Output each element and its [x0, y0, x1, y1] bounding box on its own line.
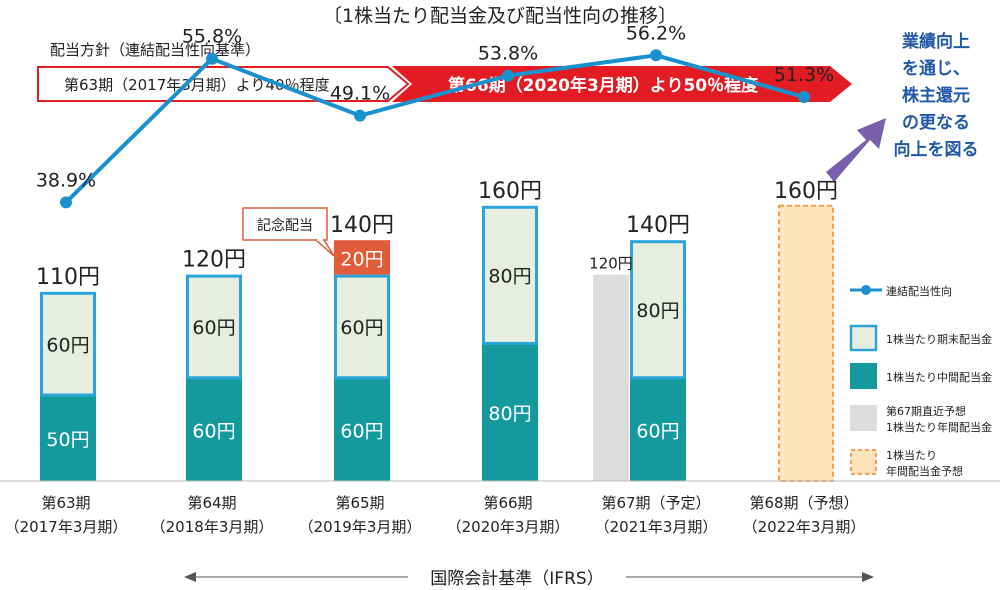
bar-interim-label: 60円 [340, 420, 383, 442]
bar-interim [630, 377, 686, 481]
payout-ratio-label: 51.3% [774, 64, 834, 86]
legend-previous-forecast-swatch [850, 405, 877, 431]
legend-final-swatch [849, 324, 878, 352]
commemorative-callout-box [242, 207, 328, 241]
payout-ratio-point [650, 49, 662, 62]
bar-total-label: 160円 [478, 179, 542, 204]
payout-ratio-point [206, 52, 218, 65]
bar-commemorative-label: 20円 [340, 248, 383, 270]
x-axis-label-period: 第65期 [335, 494, 384, 512]
legend-forecast-swatch [850, 449, 877, 475]
callout-line-2: を通じ、 [902, 59, 970, 79]
footer-arrowhead-left [184, 572, 196, 582]
payout-ratio-label: 56.2% [626, 22, 686, 44]
policy-arrow-1 [37, 66, 410, 102]
payout-ratio-point [502, 69, 514, 82]
legend-label: 年間配当金予想 [886, 464, 963, 478]
bar-total-label: 110円 [36, 265, 100, 290]
bar-total-label: 160円 [774, 179, 838, 204]
callout-line-1: 業績向上 [902, 31, 970, 52]
bar-final [40, 291, 96, 397]
bar-final [186, 274, 242, 380]
footer-label: 国際会計基準（IFRS） [430, 569, 603, 589]
policy-arrow-1-label: 第63期（2017年3月期）より40％程度 [64, 76, 330, 94]
payout-ratio-label: 38.9% [36, 169, 96, 191]
bar-final-label: 60円 [340, 317, 383, 339]
legend-label: 連結配当性向 [886, 284, 952, 298]
bar-interim-label: 50円 [46, 429, 89, 451]
legend-line-swatch-dot [861, 285, 871, 295]
x-axis-label-period: 第63期 [41, 494, 90, 512]
callout-arrow [826, 118, 886, 182]
policy-arrow-2-label: 第66期（2020年3月期）より50％程度 [448, 75, 759, 96]
x-axis-label-period: 第68期（予想） [749, 494, 858, 512]
bar-total-label: 120円 [182, 248, 246, 273]
bar-final-label: 80円 [636, 300, 679, 322]
x-axis-label-fiscal-year: （2021年3月期） [595, 518, 718, 536]
bar-final [630, 240, 686, 380]
bar-final-label: 80円 [488, 266, 531, 288]
x-axis-label-fiscal-year: （2019年3月期） [299, 518, 422, 536]
bar-annual-forecast [778, 204, 834, 483]
chart-title: 〔1株当たり配当金及び配当性向の推移〕 [323, 5, 677, 27]
bar-final [482, 205, 538, 345]
x-axis-label-period: 第66期 [483, 494, 532, 512]
commemorative-callout-label: 記念配当 [257, 217, 313, 234]
x-axis-label-period: 第67期（予定） [601, 494, 710, 512]
policy-label: 配当方針（連結配当性向基準） [50, 41, 260, 59]
payout-ratio-label: 49.1% [330, 83, 390, 105]
callout-line-4: の更なる [902, 113, 970, 133]
legend-label: 第67期直近予想 [886, 404, 966, 418]
bar-interim [482, 343, 538, 481]
commemorative-callout-pointer [314, 239, 335, 257]
bar-interim-label: 60円 [192, 420, 235, 442]
x-axis-label-fiscal-year: （2022年3月期） [743, 518, 866, 536]
x-axis-label-fiscal-year: （2020年3月期） [447, 518, 570, 536]
payout-ratio-label: 53.8% [478, 43, 538, 65]
payout-ratio-point [798, 90, 810, 103]
payout-ratio-label: 55.8% [182, 26, 242, 48]
bar-final-label: 60円 [192, 317, 235, 339]
bar-previous-forecast-label: 120円 [589, 255, 633, 273]
callout-line-3: 株主還元 [902, 85, 970, 106]
bar-total-label: 140円 [330, 213, 394, 238]
x-axis-label-fiscal-year: （2018年3月期） [151, 518, 274, 536]
legend-interim-swatch [850, 363, 877, 389]
x-axis-label-period: 第64期 [187, 494, 236, 512]
legend-label: 1株当たり年間配当金 [886, 420, 992, 434]
x-axis-label-fiscal-year: （2017年3月期） [5, 518, 128, 536]
payout-ratio-point [354, 109, 366, 122]
payout-ratio-point [60, 196, 72, 209]
legend-label: 1株当たり中間配当金 [886, 370, 992, 384]
bar-total-label: 140円 [626, 213, 690, 238]
bar-interim [186, 377, 242, 481]
legend: 連結配当性向1株当たり期末配当金1株当たり中間配当金第67期直近予想1株当たり年… [849, 284, 992, 478]
bar-interim-label: 60円 [636, 420, 679, 442]
legend-label: 1株当たり期末配当金 [886, 332, 992, 346]
legend-label: 1株当たり [886, 448, 937, 462]
bar-previous-forecast [593, 274, 629, 481]
bar-interim [334, 377, 390, 481]
callout-line-5: 向上を図る [894, 139, 979, 160]
payout-ratio-line [64, 53, 805, 204]
bar-interim [40, 395, 96, 481]
bar-final [334, 274, 390, 380]
footer-arrowhead-right [862, 572, 874, 582]
bar-commemorative [334, 240, 390, 275]
bar-final-label: 60円 [46, 334, 89, 356]
callout-text: 業績向上 を通じ、 株主還元 の更なる 向上を図る [894, 31, 979, 160]
bar-interim-label: 80円 [488, 403, 531, 425]
